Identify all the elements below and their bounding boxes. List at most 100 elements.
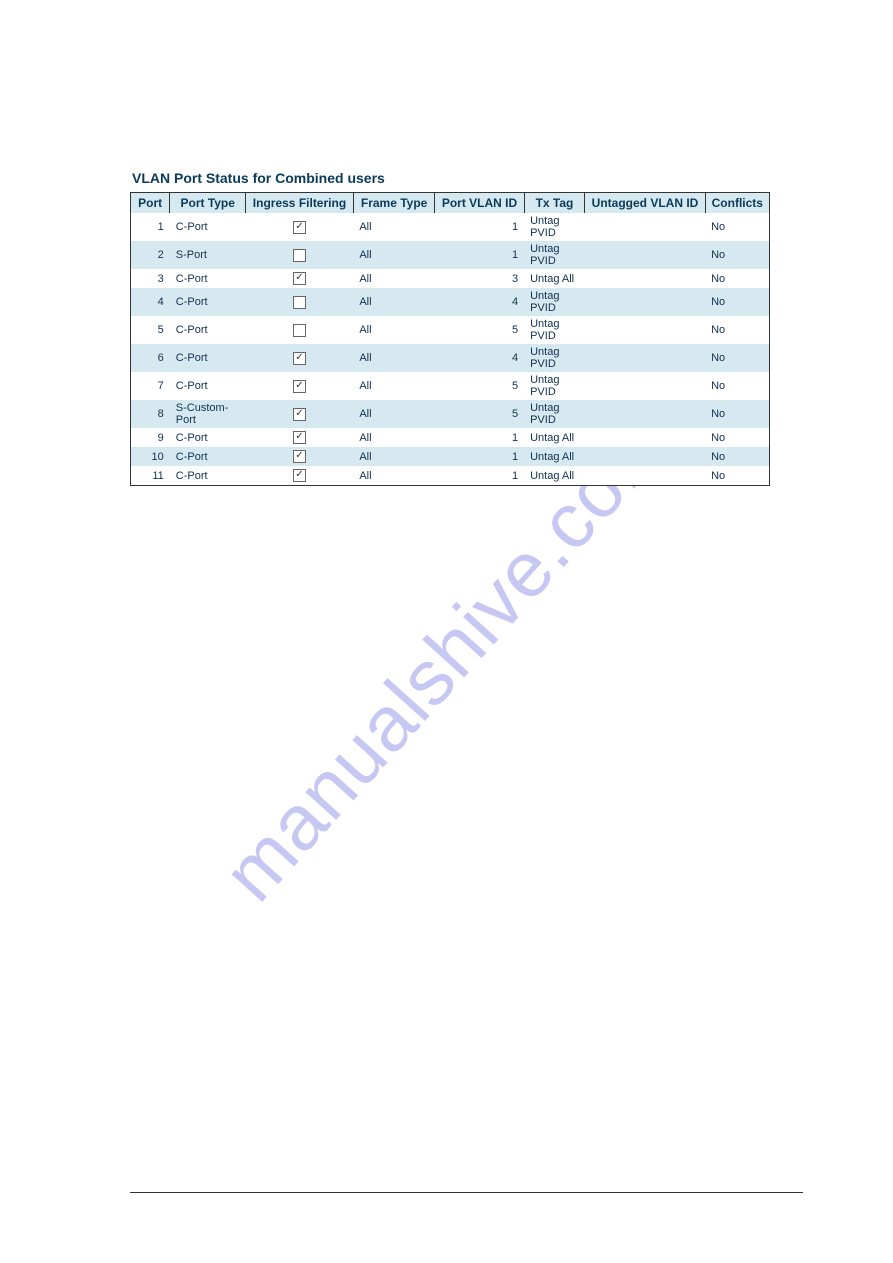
cell-tx-tag: Untag PVID (524, 288, 585, 316)
cell-port: 8 (131, 400, 170, 428)
cell-port-vlan-id: 1 (435, 213, 524, 241)
table-row: 10C-Port✓All1Untag AllNo (131, 447, 770, 466)
footer-rule (130, 1192, 803, 1193)
cell-port-type: C-Port (170, 428, 246, 447)
cell-port-vlan-id: 5 (435, 372, 524, 400)
cell-untagged-vlan-id (585, 213, 705, 241)
col-header-txtag: Tx Tag (524, 193, 585, 214)
table-row: 7C-Port✓All5Untag PVIDNo (131, 372, 770, 400)
cell-port-type: C-Port (170, 288, 246, 316)
cell-port: 6 (131, 344, 170, 372)
cell-conflicts: No (705, 372, 769, 400)
cell-frame-type: All (353, 447, 435, 466)
checkbox-icon: ✓ (293, 380, 306, 393)
table-row: 5C-PortAll5Untag PVIDNo (131, 316, 770, 344)
cell-port-vlan-id: 1 (435, 466, 524, 486)
cell-port-type: C-Port (170, 316, 246, 344)
cell-conflicts: No (705, 213, 769, 241)
cell-port-type: C-Port (170, 372, 246, 400)
cell-port-vlan-id: 3 (435, 269, 524, 288)
cell-ingress-filtering (246, 316, 354, 344)
cell-port: 5 (131, 316, 170, 344)
cell-tx-tag: Untag PVID (524, 213, 585, 241)
checkbox-icon (293, 324, 306, 337)
cell-ingress-filtering: ✓ (246, 400, 354, 428)
table-row: 11C-Port✓All1Untag AllNo (131, 466, 770, 486)
cell-port-type: C-Port (170, 344, 246, 372)
cell-frame-type: All (353, 269, 435, 288)
cell-ingress-filtering (246, 241, 354, 269)
cell-untagged-vlan-id (585, 372, 705, 400)
cell-ingress-filtering: ✓ (246, 213, 354, 241)
col-header-untagged: Untagged VLAN ID (585, 193, 705, 214)
cell-tx-tag: Untag All (524, 428, 585, 447)
cell-untagged-vlan-id (585, 269, 705, 288)
cell-untagged-vlan-id (585, 428, 705, 447)
cell-port-type: S-Custom-Port (170, 400, 246, 428)
cell-ingress-filtering: ✓ (246, 372, 354, 400)
table-row: 1C-Port✓All1Untag PVIDNo (131, 213, 770, 241)
cell-tx-tag: Untag PVID (524, 241, 585, 269)
cell-untagged-vlan-id (585, 447, 705, 466)
cell-conflicts: No (705, 316, 769, 344)
cell-frame-type: All (353, 428, 435, 447)
cell-tx-tag: Untag PVID (524, 344, 585, 372)
table-row: 8S-Custom-Port✓All5Untag PVIDNo (131, 400, 770, 428)
cell-conflicts: No (705, 400, 769, 428)
table-row: 6C-Port✓All4Untag PVIDNo (131, 344, 770, 372)
cell-frame-type: All (353, 316, 435, 344)
cell-port-vlan-id: 5 (435, 400, 524, 428)
cell-port: 11 (131, 466, 170, 486)
cell-port-vlan-id: 5 (435, 316, 524, 344)
table-header-row: Port Port Type Ingress Filtering Frame T… (131, 193, 770, 214)
page-content: VLAN Port Status for Combined users Port… (130, 170, 770, 486)
cell-frame-type: All (353, 241, 435, 269)
cell-frame-type: All (353, 400, 435, 428)
checkbox-icon (293, 296, 306, 309)
cell-tx-tag: Untag All (524, 269, 585, 288)
cell-ingress-filtering (246, 288, 354, 316)
cell-conflicts: No (705, 241, 769, 269)
checkbox-icon: ✓ (293, 272, 306, 285)
col-header-pvid: Port VLAN ID (435, 193, 524, 214)
table-row: 3C-Port✓All3Untag AllNo (131, 269, 770, 288)
page-title: VLAN Port Status for Combined users (132, 170, 770, 186)
vlan-port-status-table: Port Port Type Ingress Filtering Frame T… (130, 192, 770, 486)
cell-tx-tag: Untag PVID (524, 316, 585, 344)
cell-tx-tag: Untag All (524, 447, 585, 466)
table-row: 4C-PortAll4Untag PVIDNo (131, 288, 770, 316)
checkbox-icon: ✓ (293, 431, 306, 444)
checkbox-icon: ✓ (293, 352, 306, 365)
cell-frame-type: All (353, 213, 435, 241)
cell-untagged-vlan-id (585, 316, 705, 344)
cell-conflicts: No (705, 447, 769, 466)
cell-port-vlan-id: 4 (435, 344, 524, 372)
col-header-conflicts: Conflicts (705, 193, 769, 214)
checkbox-icon: ✓ (293, 221, 306, 234)
cell-conflicts: No (705, 288, 769, 316)
cell-port-type: S-Port (170, 241, 246, 269)
cell-tx-tag: Untag All (524, 466, 585, 486)
col-header-port: Port (131, 193, 170, 214)
cell-port-vlan-id: 1 (435, 428, 524, 447)
cell-port: 9 (131, 428, 170, 447)
cell-port: 10 (131, 447, 170, 466)
cell-untagged-vlan-id (585, 400, 705, 428)
cell-port: 7 (131, 372, 170, 400)
checkbox-icon: ✓ (293, 469, 306, 482)
col-header-type: Port Type (170, 193, 246, 214)
table-row: 9C-Port✓All1Untag AllNo (131, 428, 770, 447)
table-row: 2S-PortAll1Untag PVIDNo (131, 241, 770, 269)
cell-port-type: C-Port (170, 213, 246, 241)
cell-port: 3 (131, 269, 170, 288)
cell-conflicts: No (705, 466, 769, 486)
cell-untagged-vlan-id (585, 466, 705, 486)
cell-ingress-filtering: ✓ (246, 428, 354, 447)
cell-port-type: C-Port (170, 269, 246, 288)
cell-frame-type: All (353, 344, 435, 372)
checkbox-icon: ✓ (293, 408, 306, 421)
cell-port-vlan-id: 1 (435, 241, 524, 269)
cell-frame-type: All (353, 466, 435, 486)
col-header-ingress: Ingress Filtering (246, 193, 354, 214)
cell-port: 1 (131, 213, 170, 241)
